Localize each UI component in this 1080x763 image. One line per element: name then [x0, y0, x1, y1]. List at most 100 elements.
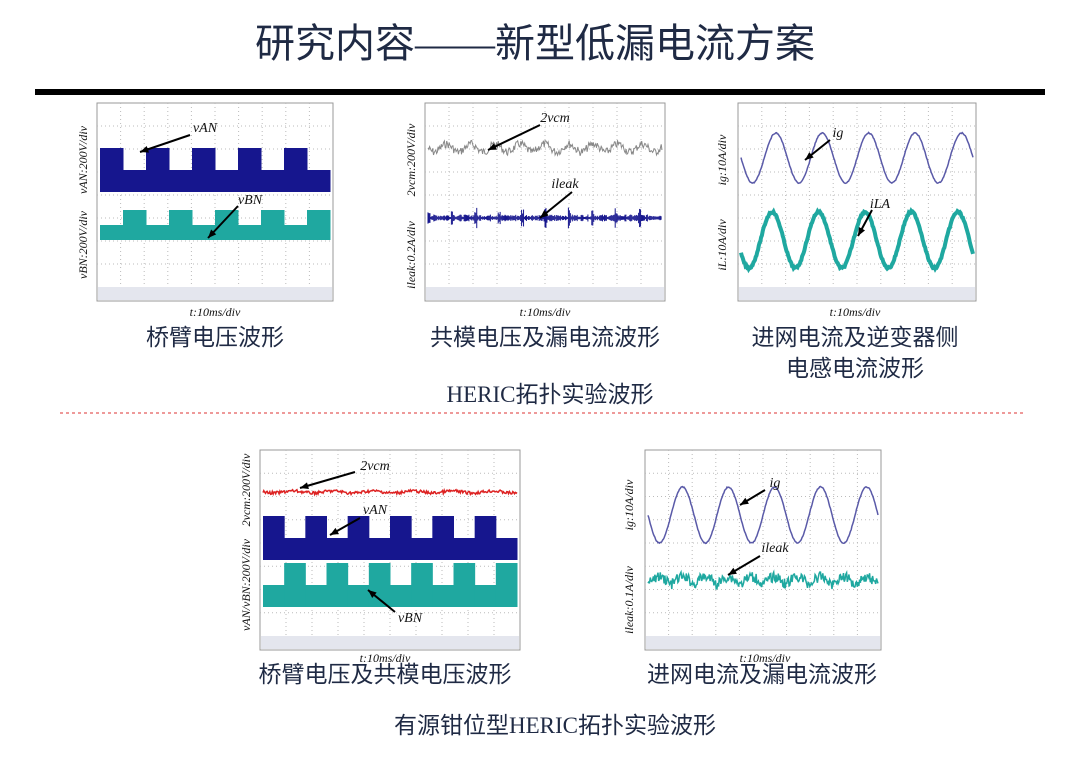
annotation: ileak — [761, 541, 789, 556]
annotation-arrow — [728, 567, 737, 575]
annotation-arrow — [368, 590, 377, 598]
panel-caption: 桥臂电压及共模电压波形 — [259, 662, 512, 687]
waveform — [411, 563, 433, 607]
waveform — [647, 569, 879, 590]
waveform — [347, 585, 370, 607]
scope-status-bar — [426, 287, 664, 300]
waveform — [262, 487, 518, 497]
scope-status-bar — [646, 636, 880, 649]
waveform — [123, 210, 147, 240]
waveform — [427, 139, 663, 157]
annotation-arrow — [139, 134, 191, 153]
waveform — [390, 516, 412, 560]
panel-caption: 电感电流波形 — [786, 356, 924, 381]
waveform — [263, 516, 285, 560]
waveform — [305, 585, 327, 607]
waveform — [215, 210, 239, 240]
waveform — [169, 170, 193, 192]
waveform — [474, 516, 497, 560]
waveform — [647, 485, 879, 545]
y-axis-label: vBN:200V/div — [76, 210, 90, 279]
waveform — [263, 585, 285, 607]
section-caption: HERIC拓扑实验波形 — [447, 382, 654, 407]
waveform — [432, 516, 454, 560]
waveform — [474, 585, 497, 607]
waveform — [261, 170, 285, 192]
annotation: ig — [833, 126, 844, 141]
annotation: ig — [770, 476, 781, 491]
waveform — [100, 148, 124, 192]
annotation: vAN — [193, 121, 218, 136]
y-axis-label: 2vcm:200V/div — [239, 453, 253, 526]
y-axis-label: iL:10A/div — [715, 219, 729, 271]
x-axis-label: t:10ms/div — [360, 651, 411, 665]
waveform — [326, 563, 349, 607]
annotation-arrow — [140, 146, 149, 153]
waveform — [238, 148, 262, 192]
annotation-arrow — [487, 124, 541, 151]
annotation: 2vcm — [540, 111, 570, 126]
waveform — [284, 225, 308, 240]
annotation: ileak — [551, 177, 579, 192]
annotation-arrow — [208, 229, 217, 238]
waveform — [215, 170, 239, 192]
waveform — [495, 563, 518, 607]
waveform — [432, 585, 454, 607]
y-axis-label: vAN/vBN:200V/div — [239, 538, 253, 631]
annotation-arrow — [858, 227, 866, 236]
waveform — [368, 538, 391, 560]
panel-caption: 桥臂电压波形 — [146, 325, 284, 350]
waveform — [740, 131, 974, 185]
waveform — [411, 538, 433, 560]
waveform — [192, 148, 216, 192]
x-axis-label: t:10ms/div — [740, 651, 791, 665]
waveform — [284, 563, 306, 607]
waveform — [123, 170, 147, 192]
waveform — [453, 538, 476, 560]
waveform — [307, 210, 331, 240]
annotation: vBN — [238, 193, 263, 208]
scope-status-bar — [261, 636, 519, 649]
waveform — [169, 210, 193, 240]
panel-caption: 共模电压及漏电流波形 — [430, 325, 660, 350]
waveform — [284, 538, 306, 560]
annotation: 2vcm — [360, 459, 390, 474]
annotation-arrow — [805, 152, 814, 160]
waveform — [307, 170, 331, 192]
scope-status-bar — [739, 287, 975, 300]
y-axis-label: ig:10A/div — [622, 479, 636, 530]
waveform — [347, 516, 370, 560]
y-axis-label: ileak:0.2A/div — [404, 221, 418, 289]
x-axis-label: t:10ms/div — [190, 305, 241, 319]
scope-status-bar — [98, 287, 332, 300]
panel-caption: 进网电流及漏电流波形 — [647, 662, 877, 687]
y-axis-label: vAN:200V/div — [76, 125, 90, 194]
waveform — [284, 148, 308, 192]
waveform — [390, 585, 412, 607]
waveform — [305, 516, 327, 560]
annotation-arrow — [488, 143, 497, 150]
slide-title: 研究内容——新型低漏电流方案 — [255, 21, 815, 66]
waveform — [100, 225, 124, 240]
annotation: vAN — [363, 503, 388, 518]
waveform — [146, 148, 170, 192]
annotation-arrow — [299, 471, 356, 489]
waveform — [326, 538, 349, 560]
waveform — [739, 206, 975, 274]
y-axis-label: ileak:0.1A/div — [622, 566, 636, 634]
waveform — [453, 563, 476, 607]
section-caption: 有源钳位型HERIC拓扑实验波形 — [394, 713, 716, 738]
y-axis-label: 2vcm:200V/div — [404, 123, 418, 196]
annotation-arrow — [740, 497, 749, 505]
waveform — [261, 210, 285, 240]
panel-caption: 进网电流及逆变器侧 — [752, 325, 959, 350]
waveform — [495, 538, 518, 560]
x-axis-label: t:10ms/div — [520, 305, 571, 319]
annotation-arrow — [330, 527, 339, 535]
annotation: vBN — [398, 611, 423, 626]
x-axis-label: t:10ms/div — [830, 305, 881, 319]
waveform — [238, 225, 262, 240]
y-axis-label: ig:10A/div — [715, 134, 729, 185]
